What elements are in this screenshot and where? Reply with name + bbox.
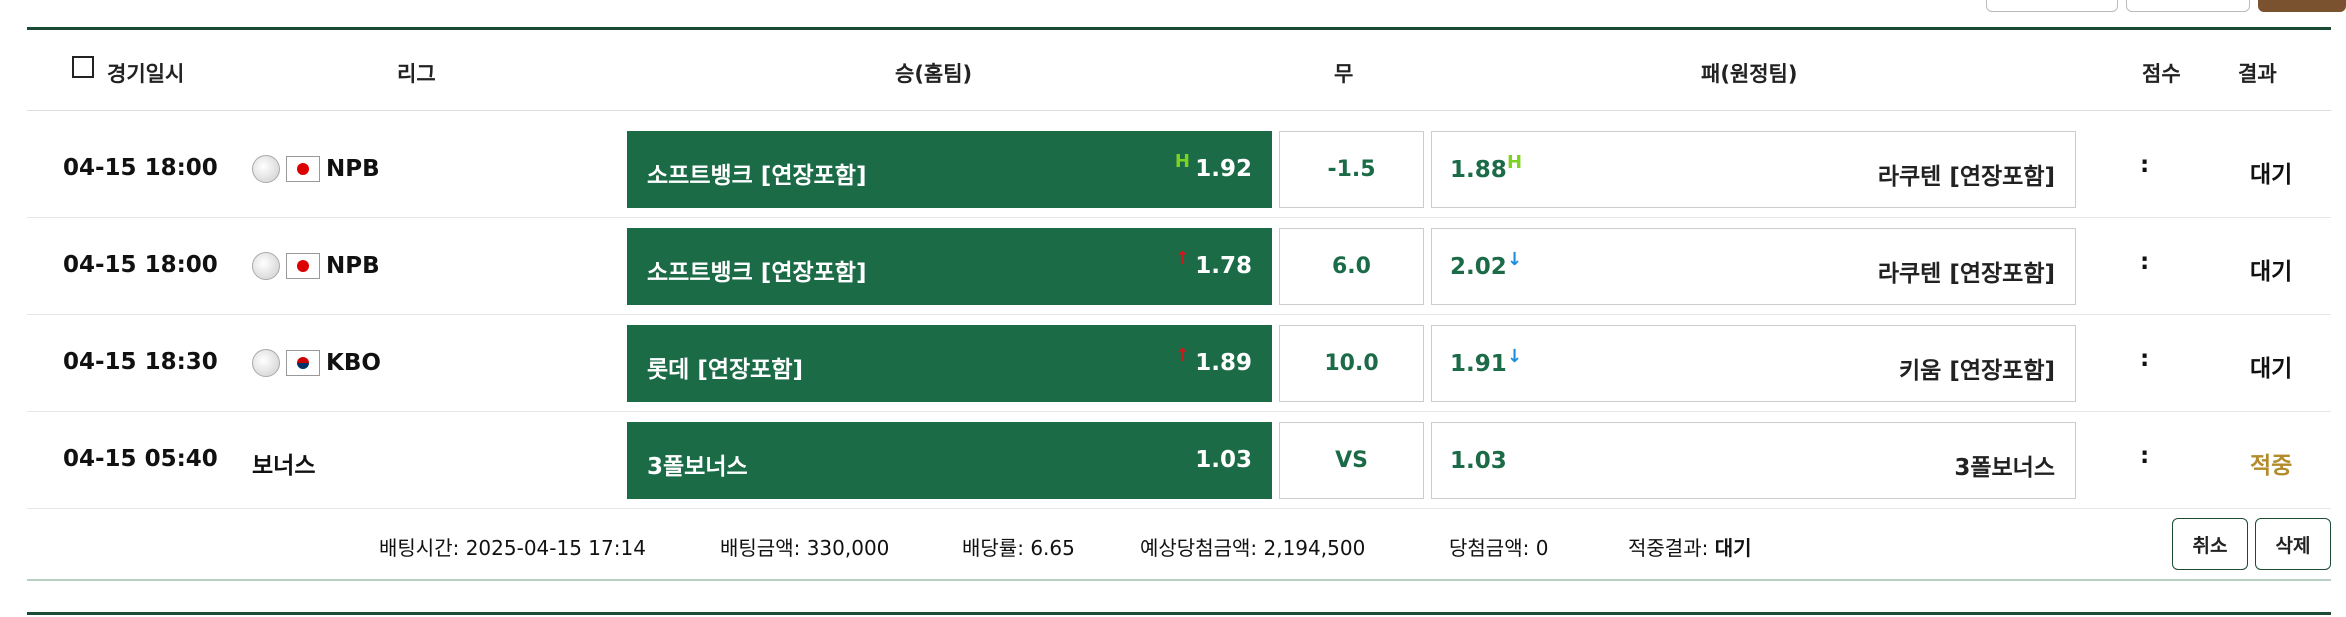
- japan-flag-icon: [286, 156, 320, 182]
- expected-value: 2,194,500: [1263, 536, 1366, 560]
- handicap-icon: H: [1507, 152, 1523, 173]
- away-odds-button[interactable]: 1.88 H 라쿠텐 [연장포함]: [1431, 131, 2076, 208]
- won-amount: 당첨금액: 0: [1449, 532, 1548, 561]
- hit-value: 대기: [1714, 536, 1752, 560]
- header-score: 점수: [2142, 62, 2181, 86]
- league-name: NPB: [326, 156, 380, 182]
- home-team: 소프트뱅크 [연장포함]: [647, 260, 867, 286]
- bet-time-value: 2025-04-15 17:14: [465, 536, 646, 560]
- table-row: 04-15 18:00 NPB 소프트뱅크 [연장포함] H 1.92 -1.5…: [27, 120, 2331, 218]
- top-button-2[interactable]: [2126, 0, 2250, 12]
- away-odds-button[interactable]: 1.03 3폴보너스: [1431, 422, 2076, 499]
- header-result: 결과: [2238, 62, 2277, 86]
- score: :: [2140, 152, 2150, 178]
- draw-odds-button[interactable]: 6.0: [1279, 228, 1424, 305]
- header-date: 경기일시: [107, 62, 185, 86]
- league-name: NPB: [326, 253, 380, 279]
- draw-odds-button[interactable]: 10.0: [1279, 325, 1424, 402]
- delete-button[interactable]: 삭제: [2255, 518, 2331, 570]
- home-odds: 1.92: [1195, 156, 1252, 182]
- league: 보너스: [252, 446, 315, 480]
- header-home: 승(홈팀): [895, 62, 973, 86]
- won-value: 0: [1535, 536, 1549, 560]
- home-odds-button[interactable]: 3폴보너스 1.03: [627, 422, 1272, 499]
- korea-flag-icon: [286, 350, 320, 376]
- table-row: 04-15 18:30 KBO 롯데 [연장포함] ↑ 1.89 10.0 1.…: [27, 314, 2331, 412]
- away-odds-button[interactable]: 2.02 ↓ 라쿠텐 [연장포함]: [1431, 228, 2076, 305]
- away-odds: 2.02: [1450, 254, 1507, 280]
- match-time: 04-15 18:30: [63, 349, 218, 375]
- top-divider: [27, 27, 2331, 30]
- arrow-down-icon: ↓: [1507, 249, 1523, 270]
- result: 대기: [2250, 162, 2293, 188]
- bet-time: 배팅시간: 2025-04-15 17:14: [379, 532, 646, 561]
- league-name: KBO: [326, 350, 381, 376]
- home-team: 롯데 [연장포함]: [647, 357, 803, 383]
- draw-odds-button[interactable]: VS: [1279, 422, 1424, 499]
- handicap-icon: H: [1174, 151, 1190, 172]
- table-row: 04-15 18:00 NPB 소프트뱅크 [연장포함] ↑ 1.78 6.0 …: [27, 217, 2331, 315]
- hit-label: 적중결과:: [1628, 536, 1709, 560]
- home-odds-button[interactable]: 소프트뱅크 [연장포함] ↑ 1.78: [627, 228, 1272, 305]
- match-time: 04-15 05:40: [63, 446, 218, 472]
- odds-value: 6.65: [1030, 536, 1075, 560]
- away-odds-button[interactable]: 1.91 ↓ 키움 [연장포함]: [1431, 325, 2076, 402]
- expected-label: 예상당첨금액:: [1140, 536, 1258, 560]
- away-odds: 1.03: [1450, 448, 1507, 474]
- score: :: [2140, 249, 2150, 275]
- away-odds: 1.88: [1450, 157, 1507, 183]
- home-odds: 1.03: [1195, 447, 1252, 473]
- header-away: 패(원정팀): [1701, 62, 1798, 86]
- home-odds: 1.89: [1195, 350, 1252, 376]
- away-team: 라쿠텐 [연장포함]: [1877, 164, 2055, 190]
- bet-summary: 배팅시간: 2025-04-15 17:14 배팅금액: 330,000 배당률…: [27, 505, 2331, 581]
- home-team: 3폴보너스: [647, 454, 748, 480]
- away-team: 라쿠텐 [연장포함]: [1877, 261, 2055, 287]
- bet-amount: 배팅금액: 330,000: [720, 532, 889, 561]
- bet-amount-value: 330,000: [806, 536, 890, 560]
- odds-label: 배당률:: [962, 536, 1024, 560]
- home-odds: 1.78: [1195, 253, 1252, 279]
- won-label: 당첨금액:: [1449, 536, 1530, 560]
- bet-amount-label: 배팅금액:: [720, 536, 801, 560]
- away-odds: 1.91: [1450, 351, 1507, 377]
- table-header: 경기일시 리그 승(홈팀) 무 패(원정팀) 점수 결과: [27, 30, 2331, 111]
- header-draw: 무: [1334, 62, 1354, 86]
- home-odds-button[interactable]: 소프트뱅크 [연장포함] H 1.92: [627, 131, 1272, 208]
- league: NPB: [252, 252, 380, 280]
- arrow-up-icon: ↑: [1174, 345, 1190, 366]
- league: KBO: [252, 349, 381, 377]
- result: 대기: [2250, 356, 2293, 382]
- top-button-1[interactable]: [1986, 0, 2118, 12]
- bottom-divider: [27, 612, 2331, 615]
- top-button-3[interactable]: [2258, 0, 2346, 12]
- league: NPB: [252, 155, 380, 183]
- match-time: 04-15 18:00: [63, 252, 218, 278]
- header-league: 리그: [397, 62, 436, 86]
- expected-win: 예상당첨금액: 2,194,500: [1140, 532, 1365, 561]
- score: :: [2140, 346, 2150, 372]
- cancel-button[interactable]: 취소: [2172, 518, 2248, 570]
- away-team: 키움 [연장포함]: [1899, 358, 2055, 384]
- match-time: 04-15 18:00: [63, 155, 218, 181]
- home-team: 소프트뱅크 [연장포함]: [647, 163, 867, 189]
- draw-odds-button[interactable]: -1.5: [1279, 131, 1424, 208]
- result: 적중: [2250, 453, 2293, 479]
- odds-total: 배당률: 6.65: [962, 532, 1075, 561]
- baseball-icon: [252, 252, 280, 280]
- home-odds-button[interactable]: 롯데 [연장포함] ↑ 1.89: [627, 325, 1272, 402]
- bet-time-label: 배팅시간:: [379, 536, 460, 560]
- arrow-down-icon: ↓: [1507, 346, 1523, 367]
- japan-flag-icon: [286, 253, 320, 279]
- hit-result: 적중결과: 대기: [1628, 532, 1752, 561]
- league-name: 보너스: [252, 453, 316, 479]
- arrow-up-icon: ↑: [1174, 248, 1190, 269]
- table-row: 04-15 05:40 보너스 3폴보너스 1.03 VS 1.03 3폴보너스…: [27, 411, 2331, 509]
- baseball-icon: [252, 155, 280, 183]
- away-team: 3폴보너스: [1954, 455, 2055, 481]
- select-all-checkbox[interactable]: [72, 56, 94, 78]
- result: 대기: [2250, 259, 2293, 285]
- score: :: [2140, 443, 2150, 469]
- baseball-icon: [252, 349, 280, 377]
